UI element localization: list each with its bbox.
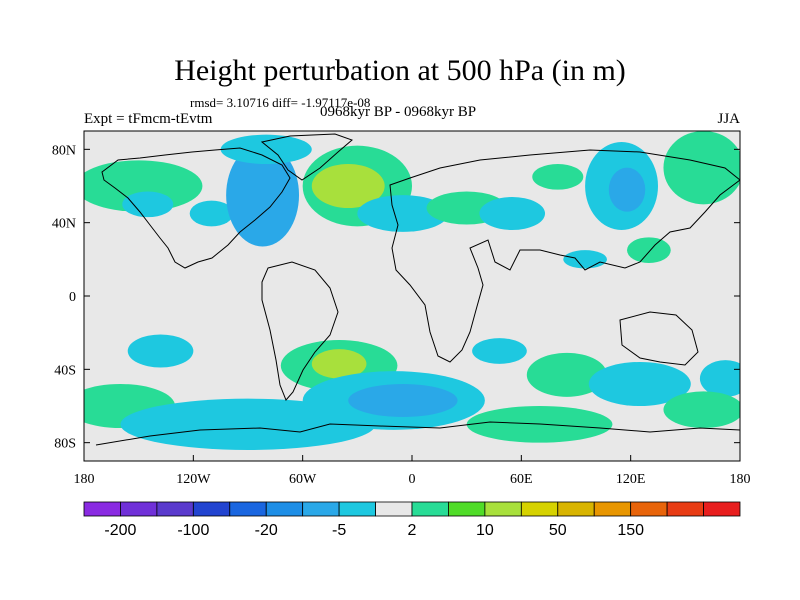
x-tick-label-6: 180 <box>730 472 751 487</box>
colorbar-swatch-8 <box>375 501 413 517</box>
period-label: 0968kyr BP - 0968kyr BP <box>320 104 477 120</box>
anomaly-region-21 <box>588 362 691 406</box>
anomaly-region-13 <box>663 131 740 205</box>
colorbar-swatch-14 <box>593 501 632 517</box>
x-tick-label-3: 0 <box>409 472 416 487</box>
colorbar-label-6: 50 <box>549 522 567 539</box>
rmsd-label: rmsd= 3.10716 diff= -1.97117e-08 <box>190 95 371 110</box>
colorbar-swatch-11 <box>484 501 522 517</box>
colorbar-swatch-7 <box>338 501 376 517</box>
anomaly-region-4 <box>220 134 312 164</box>
coast-australia <box>619 311 699 366</box>
chart-title: Height perturbation at 500 hPa (in m) <box>174 54 626 87</box>
colorbar-label-1: -100 <box>177 522 209 539</box>
coastlines <box>95 133 740 446</box>
y-tick-label-2: 0 <box>69 290 76 305</box>
anomaly-region-18 <box>311 349 367 379</box>
y-tick-label-0: 80N <box>52 143 76 158</box>
coast-africa-eurasia <box>389 149 740 363</box>
y-tick-label-1: 40N <box>52 217 76 232</box>
x-tick-label-5: 120E <box>616 472 646 487</box>
x-tick-label-0: 180 <box>74 472 95 487</box>
coast-greenland <box>260 133 353 181</box>
anomaly-region-16 <box>127 334 194 368</box>
anomaly-region-12 <box>608 167 646 212</box>
anomaly-region-2 <box>189 200 234 227</box>
season-label: JJA <box>717 111 740 127</box>
colorbar-swatch-0 <box>83 501 121 517</box>
anomaly-region-1 <box>122 191 174 218</box>
anomaly-region-0 <box>84 160 203 212</box>
colorbar-swatch-3 <box>192 501 231 517</box>
colorbar-label-0: -200 <box>104 522 136 539</box>
anomaly-region-28 <box>663 391 740 428</box>
colorbar-swatch-15 <box>630 501 668 517</box>
x-tick-label-4: 60E <box>510 472 533 487</box>
anomaly-region-20 <box>526 352 607 397</box>
colorbar-swatch-16 <box>666 501 704 517</box>
axis-layer: 180 120W 60W 0 60E 120E 180 80N 40N 0 40S 80S <box>52 143 751 487</box>
anomaly-region-14 <box>627 237 671 263</box>
x-tick-label-2: 60W <box>289 472 317 487</box>
colorbar-label-7: 150 <box>617 522 644 539</box>
colorbar-swatch-17 <box>703 501 741 517</box>
colorbar: -200 -100 -20 -5 2 10 50 150 <box>83 501 741 539</box>
colorbar-swatch-5 <box>265 501 304 517</box>
colorbar-label-5: 10 <box>476 522 494 539</box>
colorbar-swatch-13 <box>557 501 595 517</box>
anomaly-region-9 <box>479 197 546 230</box>
y-tick-label-3: 40S <box>54 363 76 378</box>
coast-north-america <box>101 147 291 269</box>
x-tick-label-1: 120W <box>176 472 211 487</box>
anomaly-region-7 <box>357 195 449 232</box>
y-tick-label-4: 80S <box>54 437 76 452</box>
colorbar-label-3: -5 <box>332 522 346 539</box>
experiment-label: Expt = tFmcm-tEvtm <box>84 111 213 127</box>
colorbar-swatch-2 <box>156 501 194 517</box>
colorbar-swatch-9 <box>411 501 449 517</box>
colorbar-label-4: 2 <box>408 522 417 539</box>
anomaly-region-22 <box>699 360 740 397</box>
colorbar-swatch-6 <box>302 501 340 517</box>
colorbar-swatch-4 <box>229 501 267 517</box>
colorbar-label-2: -20 <box>255 522 278 539</box>
anomaly-region-15 <box>563 250 607 269</box>
anomaly-region-19 <box>472 338 527 364</box>
coast-south-america <box>261 261 339 401</box>
anomaly-region-26 <box>348 384 458 417</box>
anomaly-layer <box>84 131 740 451</box>
colorbar-swatch-1 <box>120 501 158 517</box>
anomaly-region-6 <box>311 164 385 208</box>
anomaly-region-3 <box>226 143 300 247</box>
colorbar-swatch-10 <box>448 501 486 517</box>
colorbar-swatch-12 <box>520 501 559 517</box>
anomaly-region-10 <box>532 164 584 190</box>
coast-antarctica <box>95 421 740 446</box>
